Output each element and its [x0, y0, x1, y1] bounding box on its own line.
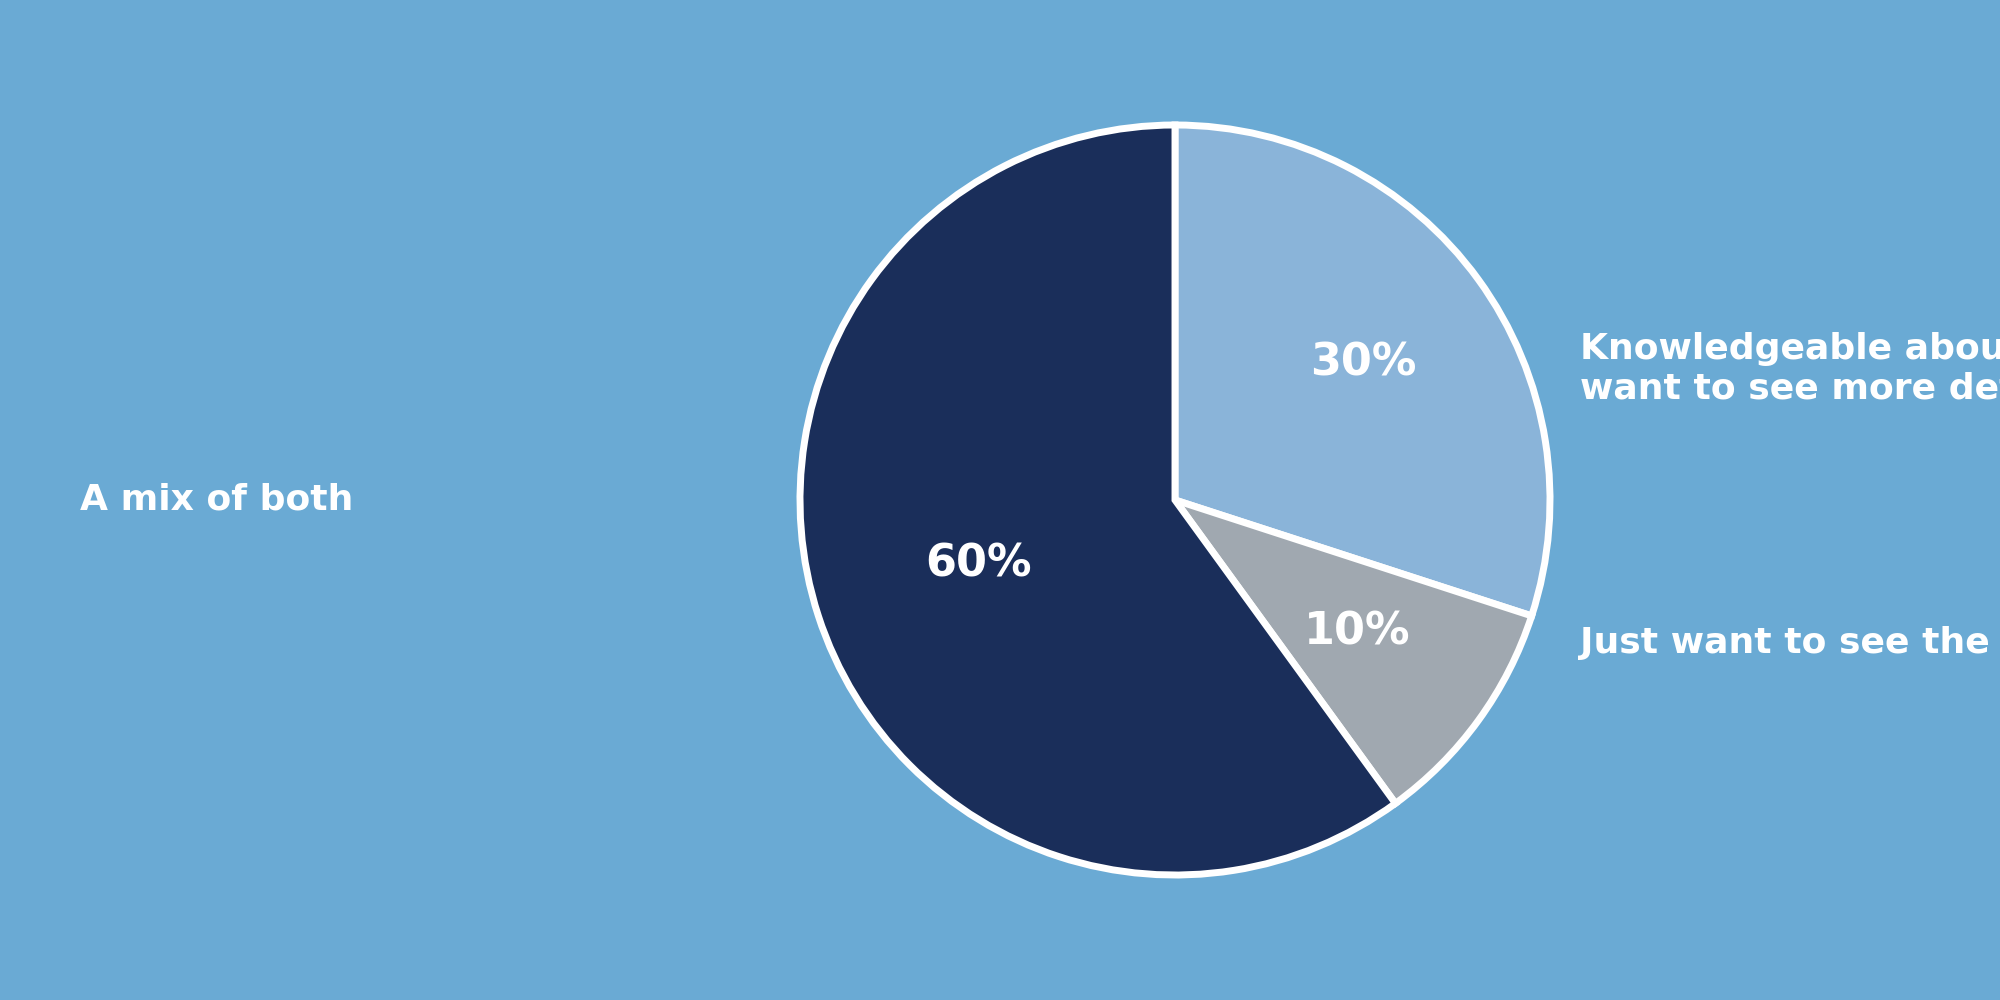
Wedge shape	[1176, 500, 1532, 803]
Wedge shape	[1174, 125, 1550, 616]
Text: A mix of both: A mix of both	[80, 483, 354, 517]
Text: Just want to see the results: Just want to see the results	[1580, 626, 2000, 660]
Text: 60%: 60%	[926, 542, 1032, 585]
Text: 10%: 10%	[1304, 611, 1410, 654]
Text: 30%: 30%	[1310, 342, 1416, 385]
Text: Knowledgeable about UX,
want to see more details: Knowledgeable about UX, want to see more…	[1580, 332, 2000, 405]
Wedge shape	[800, 125, 1396, 875]
